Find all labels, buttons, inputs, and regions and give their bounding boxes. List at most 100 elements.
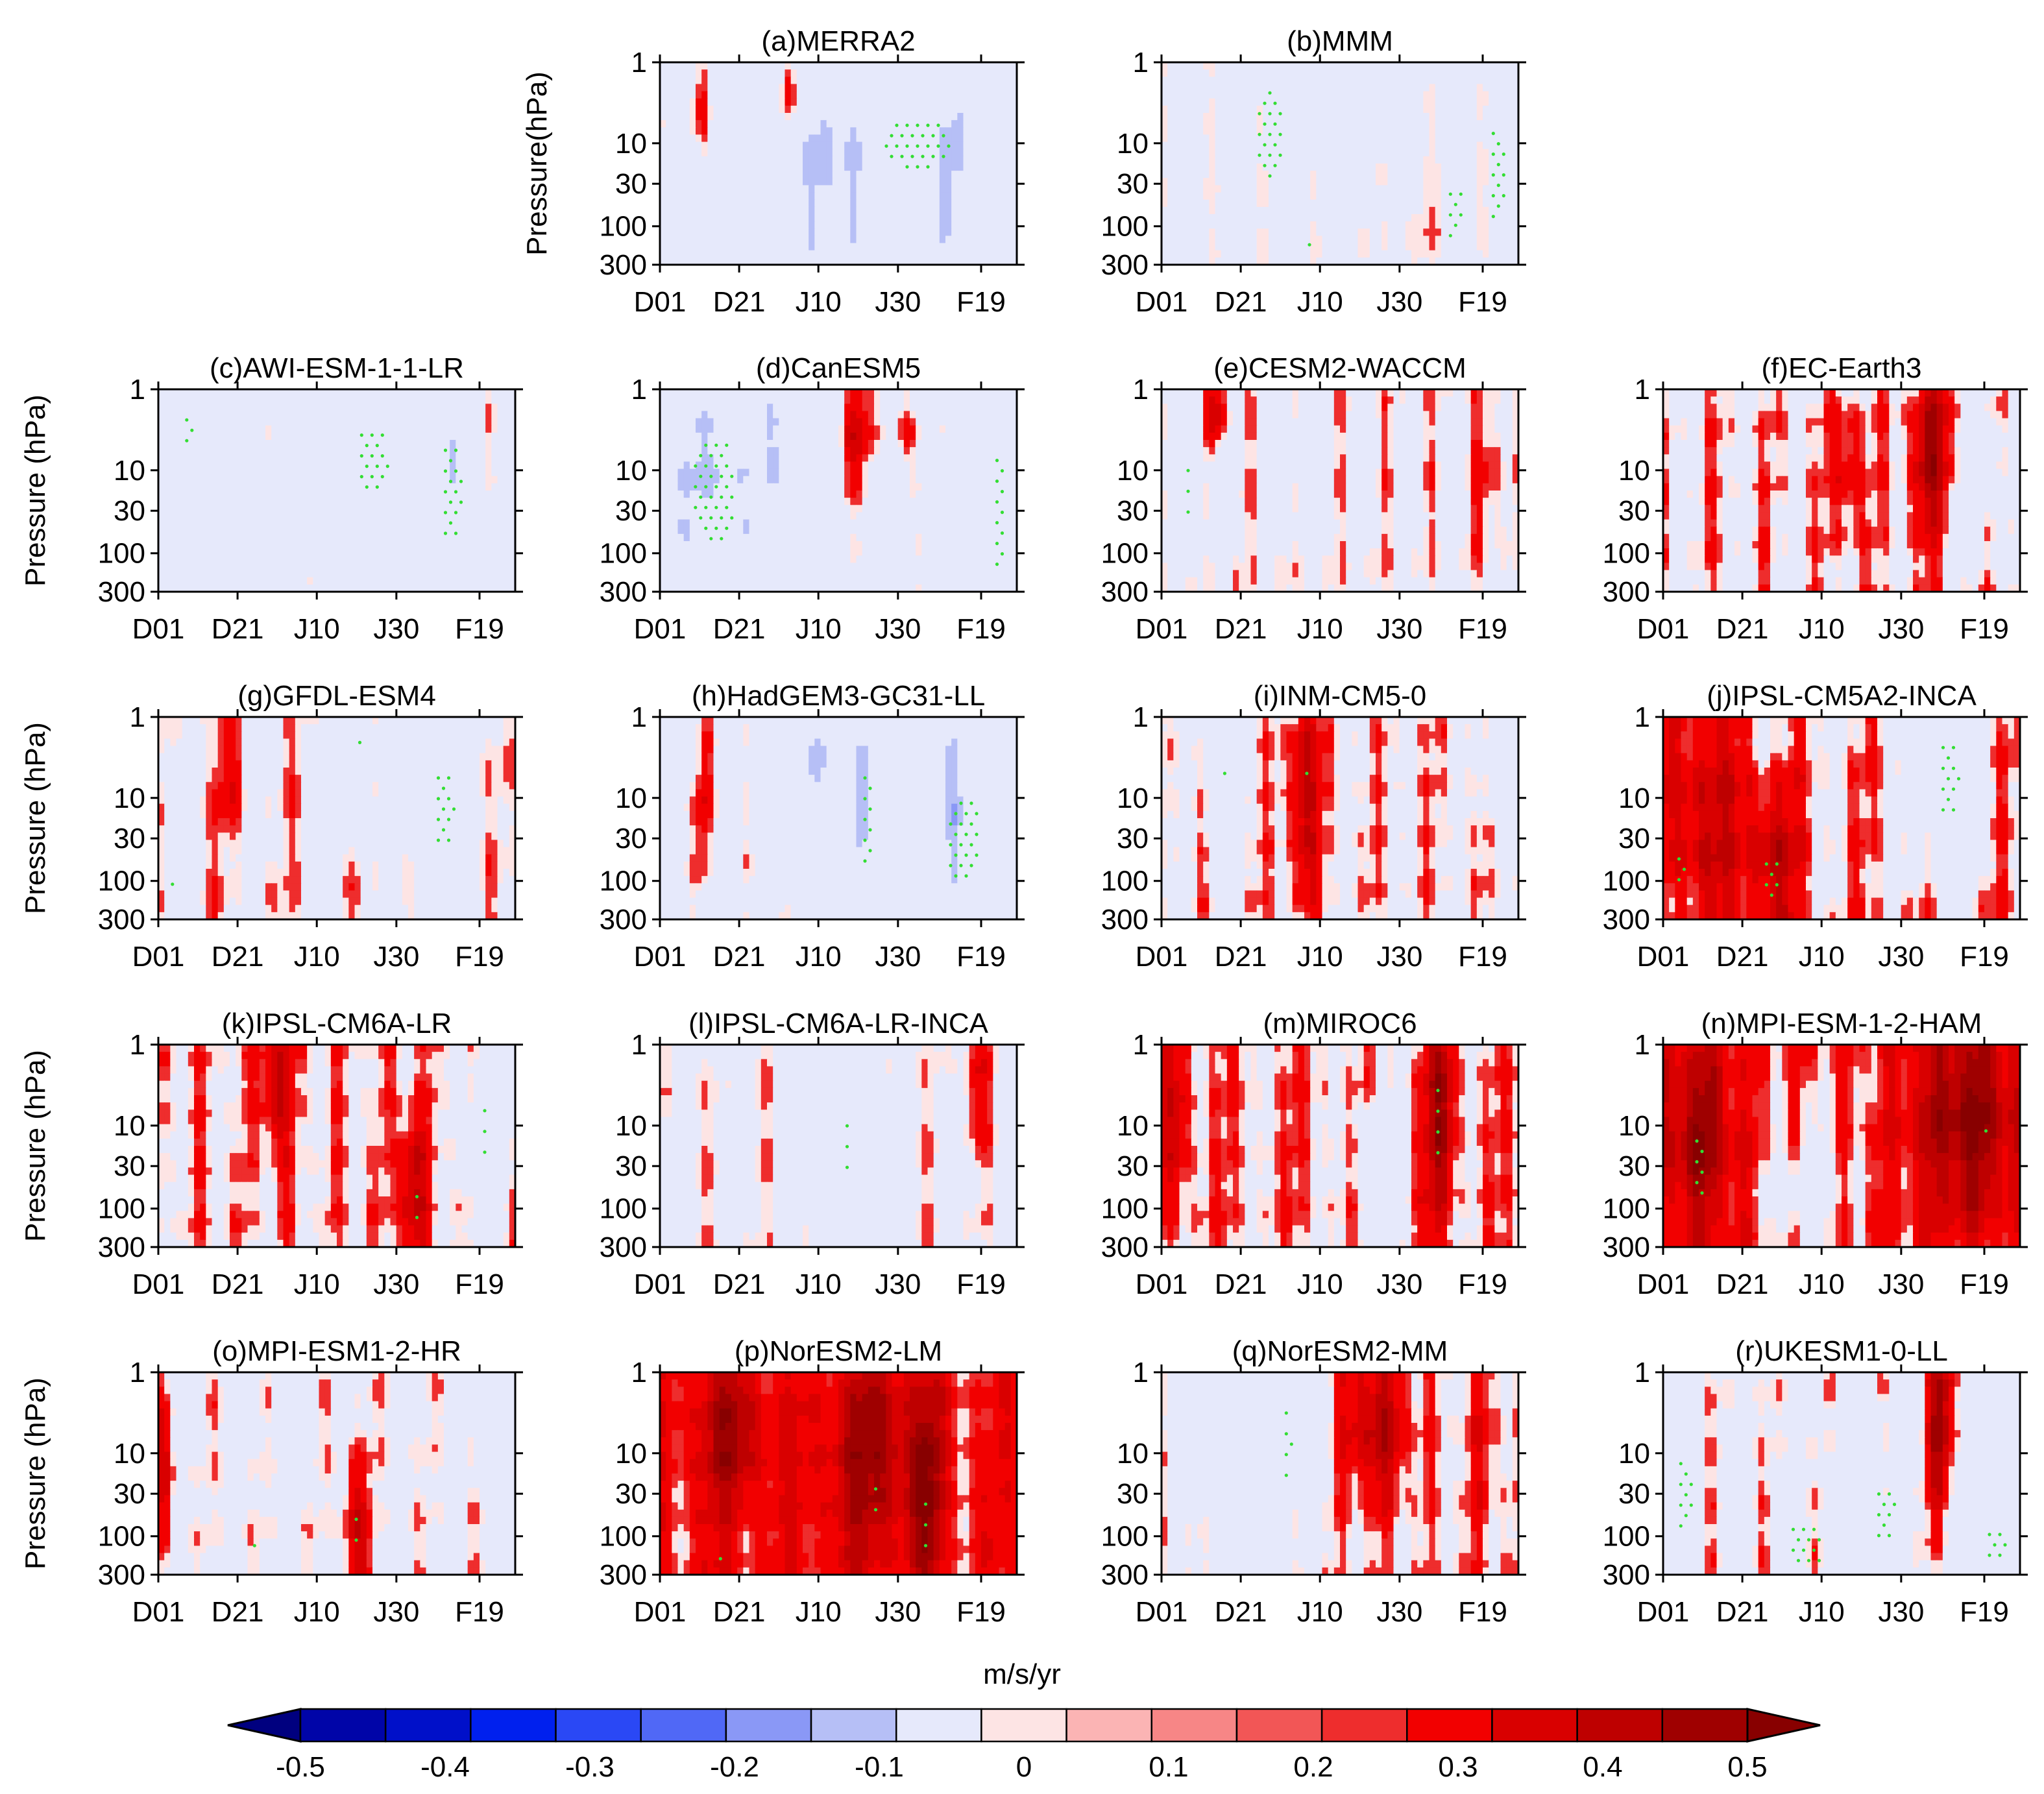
x-tick-label: F19 [455, 1268, 504, 1300]
y-axis-label: Pressure (hPa) [19, 1377, 51, 1570]
heatmap-field-l [660, 1045, 1017, 1247]
panel-q: (q)NorESM2-MM 1 10 30 100 300 D01 D21 J10 J30 F19 [1101, 1335, 1526, 1628]
colorbar-box [640, 1708, 727, 1743]
y-tick-label: 300 [98, 1559, 145, 1591]
y-tick-label: 100 [600, 538, 647, 570]
colorbar-box [1320, 1708, 1408, 1743]
panel-title: (q)NorESM2-MM [1232, 1335, 1448, 1367]
heatmap-field-c [158, 389, 515, 592]
y-tick-label: 1 [130, 1029, 145, 1061]
x-tick-label: J10 [1799, 613, 1845, 645]
x-tick-label: J10 [294, 613, 340, 645]
panel-j: (j)IPSL-CM5A2-INCA 1 10 30 100 300 D01 D21 J10 J3… [1603, 680, 2028, 973]
x-tick-label: J10 [294, 941, 340, 973]
y-tick-label: 30 [114, 1478, 145, 1510]
x-tick-label: D21 [1215, 941, 1267, 973]
heatmap-field-n [1663, 1045, 2020, 1247]
x-tick-label: D21 [1716, 941, 1769, 973]
y-tick-label: 100 [98, 538, 145, 570]
y-tick-label: 30 [1117, 168, 1149, 200]
y-tick-label: 100 [1101, 538, 1149, 570]
x-tick-label: D01 [132, 1596, 185, 1628]
panel-i: (i)INM-CM5-0 1 10 30 100 300 D01 D21 J10 J30 F19 [1101, 680, 1526, 973]
significance-stipple [873, 1487, 878, 1512]
x-tick-label: D01 [1136, 1596, 1188, 1628]
x-tick-label: J30 [875, 1268, 921, 1300]
significance-stipple [1695, 1139, 1704, 1195]
significance-stipple [1984, 1129, 1988, 1133]
colorbar-max-arrow [1746, 1708, 1821, 1743]
heatmap-field-d [660, 389, 1017, 592]
y-tick-label: 1 [631, 374, 647, 406]
y-tick-label: 30 [615, 1150, 647, 1182]
significance-stipple [1305, 771, 1309, 775]
significance-stipple [483, 1109, 487, 1154]
panel-l: (l)IPSL-CM6A-LR-INCA 1 10 30 100 300 D01 D21 J10… [600, 1008, 1025, 1300]
y-tick-label: 1 [631, 47, 647, 79]
x-tick-label: F19 [956, 613, 1006, 645]
significance-stipple [718, 1557, 722, 1560]
x-tick-label: F19 [1960, 613, 2009, 645]
y-tick-label: 30 [615, 823, 647, 855]
x-tick-label: J10 [1297, 1596, 1343, 1628]
x-tick-label: D21 [1716, 1596, 1769, 1628]
x-tick-label: J30 [875, 286, 921, 318]
colorbar-tick-label: -0.2 [710, 1751, 759, 1783]
x-tick-label: D21 [212, 1268, 264, 1300]
x-tick-label: J30 [1878, 613, 1924, 645]
x-tick-label: J10 [796, 286, 842, 318]
colorbar-tick-label: -0.1 [855, 1751, 904, 1783]
x-tick-label: D21 [713, 286, 766, 318]
significance-stipple [415, 1194, 419, 1219]
heatmap-field-p [660, 1372, 1017, 1575]
x-tick-label: D01 [634, 286, 687, 318]
plot-frame [1160, 716, 1520, 921]
significance-stipple [358, 740, 362, 744]
x-tick-label: D01 [1136, 941, 1188, 973]
y-tick-label: 1 [1133, 1029, 1149, 1061]
x-tick-label: J30 [1376, 613, 1422, 645]
y-tick-label: 300 [1101, 576, 1149, 608]
significance-stipple [1791, 1527, 1821, 1562]
y-tick-label: 1 [1133, 1357, 1149, 1388]
x-tick-label: D01 [1136, 1268, 1188, 1300]
panel-d: (d)CanESM5 1 10 30 100 300 D01 D21 J10 J30 F19 [600, 352, 1025, 645]
plot-frame [1662, 1371, 2021, 1576]
y-tick-label: 300 [1101, 1231, 1149, 1263]
x-tick-label: J10 [1799, 941, 1845, 973]
significance-stipple [923, 1502, 928, 1547]
x-tick-label: F19 [1458, 1268, 1507, 1300]
significance-stipple [995, 459, 1004, 566]
panel-title: (j)IPSL-CM5A2-INCA [1707, 680, 1977, 712]
y-tick-label: 30 [1618, 1150, 1650, 1182]
y-tick-label: 10 [114, 455, 145, 487]
panel-g: (g)GFDL-ESM4 1 10 30 100 300 D01 D21 J10 J30 F19 Pr… [19, 680, 523, 973]
colorbar: -0.5 -0.4 -0.3 -0.2 -0.1 0 0.1 0.2 0.3 0.4 0.5 [227, 1708, 1821, 1783]
colorbar-box [810, 1708, 897, 1743]
significance-stipple [443, 448, 463, 535]
y-tick-label: 30 [1117, 1478, 1149, 1510]
x-tick-label: J30 [373, 1596, 419, 1628]
x-tick-label: D01 [634, 941, 687, 973]
plot-frame [659, 388, 1018, 593]
panel-title: (h)HadGEM3-GC31-LL [692, 680, 985, 712]
x-tick-label: J10 [1799, 1596, 1845, 1628]
x-tick-label: J10 [796, 1268, 842, 1300]
colorbar-box [1065, 1708, 1153, 1743]
x-tick-label: J10 [294, 1596, 340, 1628]
plot-frame [659, 1043, 1018, 1248]
y-tick-label: 30 [1117, 495, 1149, 527]
significance-stipple [1677, 857, 1686, 882]
y-tick-label: 1 [1635, 701, 1650, 733]
panel-title: (c)AWI-ESM-1-1-LR [210, 352, 464, 384]
y-tick-label: 100 [600, 211, 647, 243]
y-tick-label: 100 [600, 1193, 647, 1225]
y-tick-label: 300 [98, 1231, 145, 1263]
y-tick-label: 1 [631, 701, 647, 733]
plot-frame [1662, 388, 2021, 593]
heatmap-field-i [1162, 717, 1518, 919]
x-tick-label: D21 [713, 941, 766, 973]
panel-a: (a)MERRA2 1 10 30 100 300 D01 D21 J10 J30 F19 Press… [521, 25, 1025, 318]
heatmap-field-e [1162, 389, 1518, 592]
significance-stipple [185, 418, 194, 442]
